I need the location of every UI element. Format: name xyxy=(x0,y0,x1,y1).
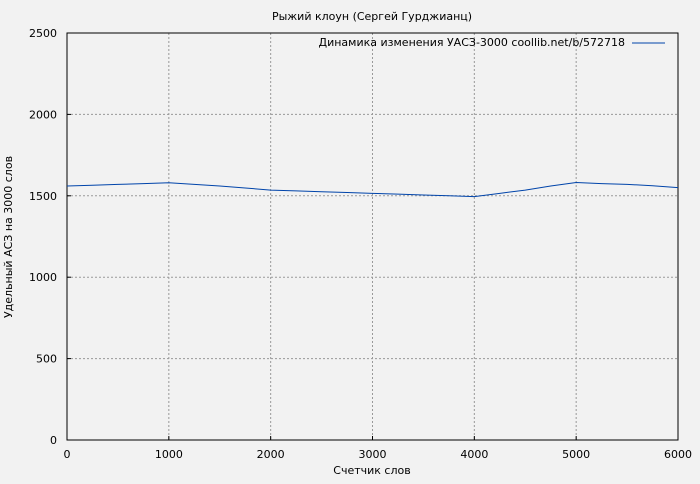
x-tick-label: 0 xyxy=(64,448,71,461)
x-tick-label: 6000 xyxy=(664,448,692,461)
y-axis-label: Удельный АСЗ на 3000 слов xyxy=(2,156,15,318)
x-axis-label: Счетчик слов xyxy=(333,464,410,477)
chart-title: Рыжий клоун (Сергей Гурджианц) xyxy=(272,10,472,23)
legend-label: Динамика изменения УАСЗ-3000 coollib.net… xyxy=(319,36,626,49)
x-tick-label: 1000 xyxy=(155,448,183,461)
y-tick-label: 0 xyxy=(50,434,57,447)
y-tick-label: 1500 xyxy=(29,190,57,203)
x-tick-label: 4000 xyxy=(460,448,488,461)
x-tick-label: 5000 xyxy=(562,448,590,461)
y-tick-label: 1000 xyxy=(29,271,57,284)
y-tick-label: 2000 xyxy=(29,108,57,121)
x-tick-label: 3000 xyxy=(359,448,387,461)
x-tick-label: 2000 xyxy=(257,448,285,461)
series-line xyxy=(66,181,679,198)
y-tick-label: 2500 xyxy=(29,27,57,40)
y-tick-label: 500 xyxy=(36,353,57,366)
